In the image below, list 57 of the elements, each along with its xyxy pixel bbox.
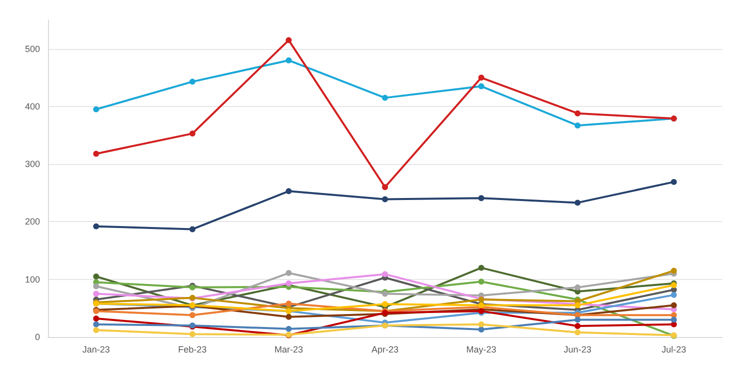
- y-tick-label: 0: [34, 332, 40, 342]
- point: [670, 302, 677, 308]
- x-tick-label: May-23: [466, 344, 496, 354]
- point: [189, 226, 196, 232]
- y-tick-label: 400: [24, 101, 40, 112]
- point: [189, 312, 196, 318]
- point: [189, 130, 196, 137]
- point: [478, 321, 484, 328]
- y-tick-label: 100: [24, 274, 40, 284]
- point: [574, 122, 581, 128]
- point: [286, 270, 292, 276]
- point: [670, 268, 677, 274]
- point: [574, 323, 581, 330]
- point: [478, 83, 484, 90]
- point: [93, 290, 100, 297]
- x-tick-label: Feb-23: [178, 344, 207, 354]
- point: [286, 314, 292, 320]
- point: [670, 178, 677, 185]
- point: [478, 264, 484, 271]
- point: [478, 74, 484, 81]
- point: [286, 37, 292, 44]
- point: [286, 57, 292, 64]
- y-tick-label: 500: [24, 44, 40, 54]
- point: [286, 300, 292, 307]
- point: [382, 271, 388, 278]
- y-tick-label: 300: [24, 159, 40, 170]
- point: [93, 283, 100, 290]
- point: [574, 329, 581, 336]
- point: [382, 94, 388, 101]
- point: [93, 273, 100, 280]
- point: [189, 331, 196, 338]
- point: [574, 200, 581, 206]
- point: [93, 150, 100, 157]
- point: [382, 301, 388, 308]
- x-tick-label: Apr-23: [371, 344, 399, 354]
- x-tick-label: Mar-23: [274, 344, 303, 354]
- x-tick-label: Jul-23: [662, 344, 686, 354]
- point: [670, 292, 677, 298]
- point: [382, 184, 388, 190]
- x-tick-label: Jun-23: [564, 344, 592, 354]
- point: [286, 326, 292, 332]
- point: [93, 316, 100, 322]
- x-tick-label: Jan-23: [82, 344, 110, 354]
- point: [478, 195, 484, 202]
- point: [189, 78, 196, 85]
- point: [574, 284, 581, 290]
- point: [670, 316, 677, 323]
- point: [93, 327, 100, 334]
- point: [93, 106, 100, 112]
- point: [93, 223, 100, 230]
- y-tick-label: 200: [24, 216, 40, 227]
- point: [382, 196, 388, 202]
- point: [286, 188, 292, 194]
- point: [93, 321, 100, 328]
- point: [478, 278, 484, 285]
- point: [574, 110, 581, 116]
- point: [574, 316, 581, 323]
